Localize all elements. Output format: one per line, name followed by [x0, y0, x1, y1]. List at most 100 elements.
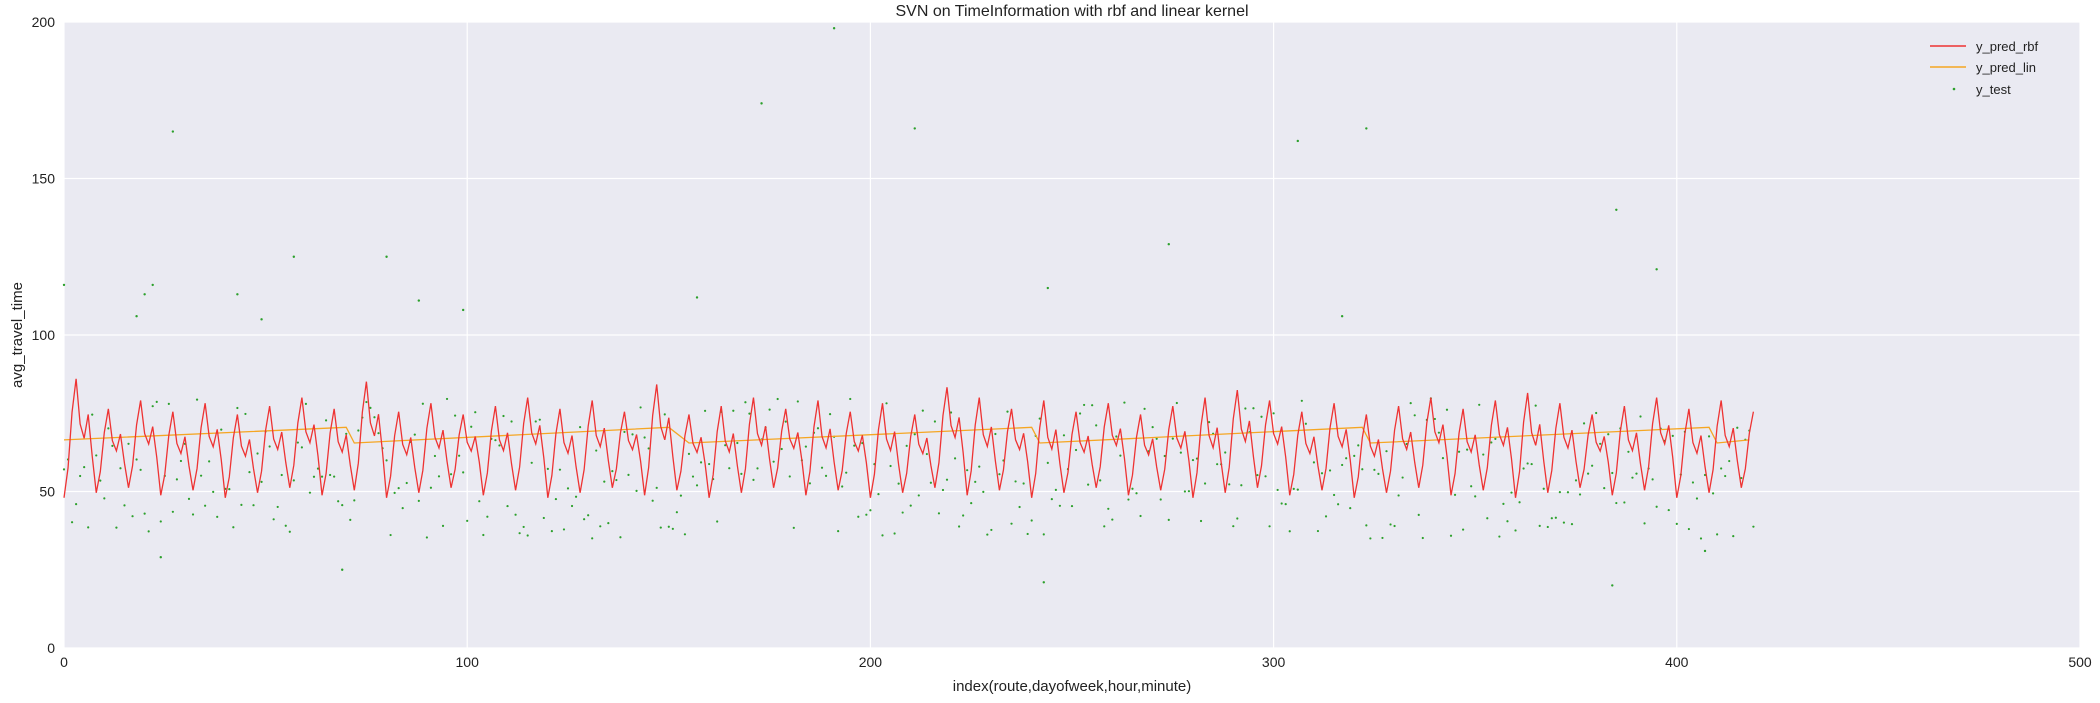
scatter-point-y_test — [1699, 537, 1703, 540]
scatter-point-y_test — [792, 526, 795, 529]
scatter-point-y_test — [228, 488, 231, 491]
scatter-point-y_test-outlier — [236, 293, 239, 296]
scatter-point-y_test — [1107, 507, 1110, 510]
scatter-point-y_test — [1022, 482, 1025, 485]
scatter-point-y_test — [1139, 514, 1142, 518]
scatter-point-y_test — [1397, 494, 1400, 497]
scatter-point-y_test — [776, 397, 779, 401]
scatter-point-y_test — [1026, 532, 1029, 536]
scatter-point-y_test — [486, 515, 489, 518]
scatter-point-y_test — [917, 494, 920, 497]
scatter-point-y_test — [478, 500, 481, 503]
x-tick-labels: 0 100 200 300 400 500 — [60, 654, 2092, 670]
scatter-point-y_test — [1050, 498, 1053, 501]
scatter-point-y_test — [1316, 529, 1320, 533]
scatter-point-y_test — [1361, 468, 1364, 471]
scatter-point-y_test — [1546, 525, 1549, 529]
scatter-point-y_test — [1324, 515, 1328, 518]
scatter-point-y_test — [1087, 483, 1090, 486]
scatter-point-y_test — [401, 507, 404, 510]
scatter-point-y_test — [796, 400, 799, 403]
scatter-point-y_test — [151, 405, 154, 408]
scatter-point-y_test — [635, 489, 638, 492]
scatter-point-y_test — [1482, 453, 1485, 456]
scatter-point-y_test — [1413, 414, 1416, 417]
scatter-point-y_test — [857, 515, 860, 518]
scatter-point-y_test — [893, 532, 896, 535]
scatter-point-y_test — [816, 427, 820, 430]
scatter-point-y_test — [1014, 480, 1017, 483]
scatter-point-y_test — [679, 494, 683, 497]
scatter-point-y_test — [369, 406, 372, 409]
scatter-point-y_test — [1244, 407, 1247, 410]
scatter-point-y_test — [1127, 498, 1130, 501]
scatter-point-y_test — [1530, 462, 1533, 466]
scatter-point-y_test — [421, 402, 424, 405]
scatter-point-y_test — [111, 444, 114, 447]
scatter-point-y_test — [212, 490, 215, 494]
scatter-point-y_test — [99, 479, 102, 482]
scatter-point-y_test — [280, 473, 283, 477]
scatter-point-y_test — [627, 473, 630, 476]
scatter-point-y_test — [494, 439, 497, 442]
scatter-point-y_test — [1591, 464, 1594, 467]
scatter-point-y_test — [187, 497, 191, 500]
scatter-point-y_test — [663, 413, 666, 416]
x-tick-label: 200 — [859, 654, 883, 670]
scatter-point-y_test — [135, 458, 138, 461]
scatter-point-y_test — [550, 530, 553, 533]
scatter-point-y_test — [1377, 472, 1380, 475]
scatter-point-y_test — [752, 478, 755, 481]
scatter-point-y_test — [1163, 454, 1166, 458]
scatter-point-y_test — [123, 504, 126, 507]
scatter-point-y_test — [970, 502, 973, 505]
scatter-point-y_test — [276, 505, 279, 509]
scatter-point-y_test — [538, 418, 541, 421]
scatter-point-y_test — [131, 515, 134, 518]
scatter-point-y_test — [744, 401, 747, 404]
y-tick-labels: 0 50 100 150 200 — [32, 14, 56, 656]
scatter-point-y_test — [929, 481, 932, 484]
scatter-point-y_test — [470, 425, 473, 428]
scatter-point-y_test — [1437, 431, 1441, 434]
scatter-point-y_test — [994, 432, 997, 436]
scatter-point-y_test — [1409, 402, 1412, 405]
scatter-point-y_test — [1578, 493, 1582, 496]
scatter-point-y_test — [1232, 525, 1235, 528]
scatter-point-y_test — [881, 534, 884, 537]
scatter-point-y_test — [1389, 523, 1392, 526]
scatter-point-y_test — [945, 478, 949, 481]
scatter-point-y_test — [312, 475, 316, 478]
scatter-point-y_test — [659, 526, 662, 529]
scatter-point-y_test-outlier — [1703, 549, 1707, 553]
scatter-point-y_test-outlier — [135, 315, 138, 318]
chart-title: SVN on TimeInformation with rbf and line… — [895, 3, 1248, 20]
series-line-y_pred_lin — [63, 426, 1750, 444]
scatter-point-y_test — [1369, 537, 1372, 540]
scatter-point-y_test — [365, 400, 368, 404]
grid — [63, 21, 2081, 649]
scatter-point-y_test — [458, 454, 461, 457]
scatter-point-y_test — [869, 509, 872, 512]
scatter-point-y_test — [429, 486, 433, 489]
scatter-layer — [62, 27, 1755, 587]
scatter-point-y_test — [748, 412, 751, 415]
scatter-point-y_test — [724, 444, 727, 447]
scatter-point-y_test — [107, 427, 110, 430]
scatter-point-y_test — [1514, 529, 1517, 532]
scatter-point-y_test — [349, 518, 352, 521]
scatter-point-y_test — [115, 526, 118, 529]
scatter-point-y_test — [772, 460, 775, 463]
scatter-point-y_test — [591, 537, 594, 540]
scatter-point-y_test — [1151, 426, 1154, 429]
scatter-point-y_test — [828, 413, 832, 416]
scatter-point-y_test — [1445, 408, 1449, 411]
scatter-point-y_test — [208, 460, 211, 463]
scatter-point-y_test — [1466, 448, 1469, 451]
scatter-point-y_test — [1199, 519, 1203, 523]
scatter-point-y_test — [1111, 518, 1114, 521]
scatter-point-y_test — [272, 518, 275, 521]
scatter-point-y_test — [1272, 412, 1275, 415]
scatter-point-y_test — [1711, 492, 1715, 495]
